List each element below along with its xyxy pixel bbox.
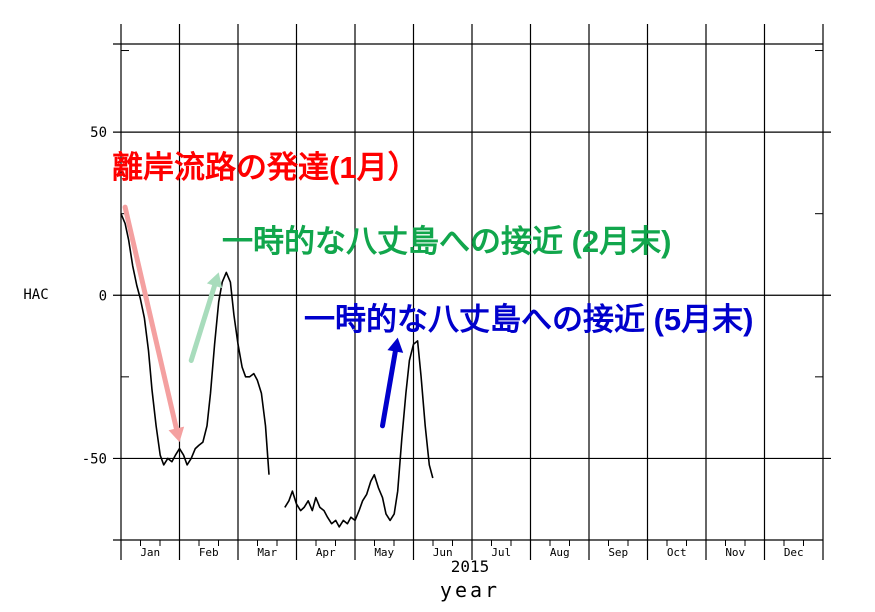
- grid: Jan Feb Mar Apr May Jun Jul Aug Sep Oct Nov Dec 50 0 -…: [82, 24, 831, 560]
- x-tick-label: Sep: [608, 546, 628, 559]
- y-tick-label: -50: [82, 451, 107, 467]
- x-tick-label: Apr: [316, 546, 336, 559]
- x-tick-label: Feb: [199, 546, 219, 559]
- arrow-head: [168, 426, 185, 443]
- arrow-shaft: [379, 348, 398, 429]
- x-tick-label: Aug: [550, 546, 570, 559]
- x-tick-label: Jul: [491, 546, 511, 559]
- annotation-blue: 一時的な八丈島への接近 (5月末): [304, 302, 754, 337]
- series-line: [120, 213, 270, 475]
- x-axis-label: year: [440, 578, 500, 602]
- x-tick-label: Oct: [667, 546, 687, 559]
- x-tick-label: Jun: [433, 546, 453, 559]
- arrow-head: [387, 337, 404, 353]
- x-tick-label: Jan: [140, 546, 160, 559]
- year-label: 2015: [451, 557, 490, 576]
- x-tick-label: Mar: [257, 546, 277, 559]
- annotation-green: 一時的な八丈島への接近 (2月末): [222, 224, 672, 259]
- y-tick-label: 50: [90, 125, 107, 141]
- annotation-red: 離岸流路の発達(1月）: [112, 150, 419, 185]
- x-tick-label: May: [374, 546, 394, 559]
- series-layer: [120, 213, 434, 528]
- annotation-layer: 離岸流路の発達(1月） 一時的な八丈島への接近 (2月末) 一時的な八丈島への接…: [112, 150, 754, 337]
- arrow-head: [206, 272, 223, 289]
- series-line: [284, 340, 434, 528]
- y-tick-label: 0: [99, 288, 107, 304]
- arrow-shaft: [122, 204, 179, 431]
- arrow-shaft: [188, 283, 218, 364]
- x-tick-label: Dec: [784, 546, 804, 559]
- y-axis-label: HAC: [23, 287, 48, 303]
- axis-labels: HAC 2015 year: [23, 287, 500, 602]
- arrow-layer: [122, 204, 404, 443]
- x-tick-label: Nov: [725, 546, 745, 559]
